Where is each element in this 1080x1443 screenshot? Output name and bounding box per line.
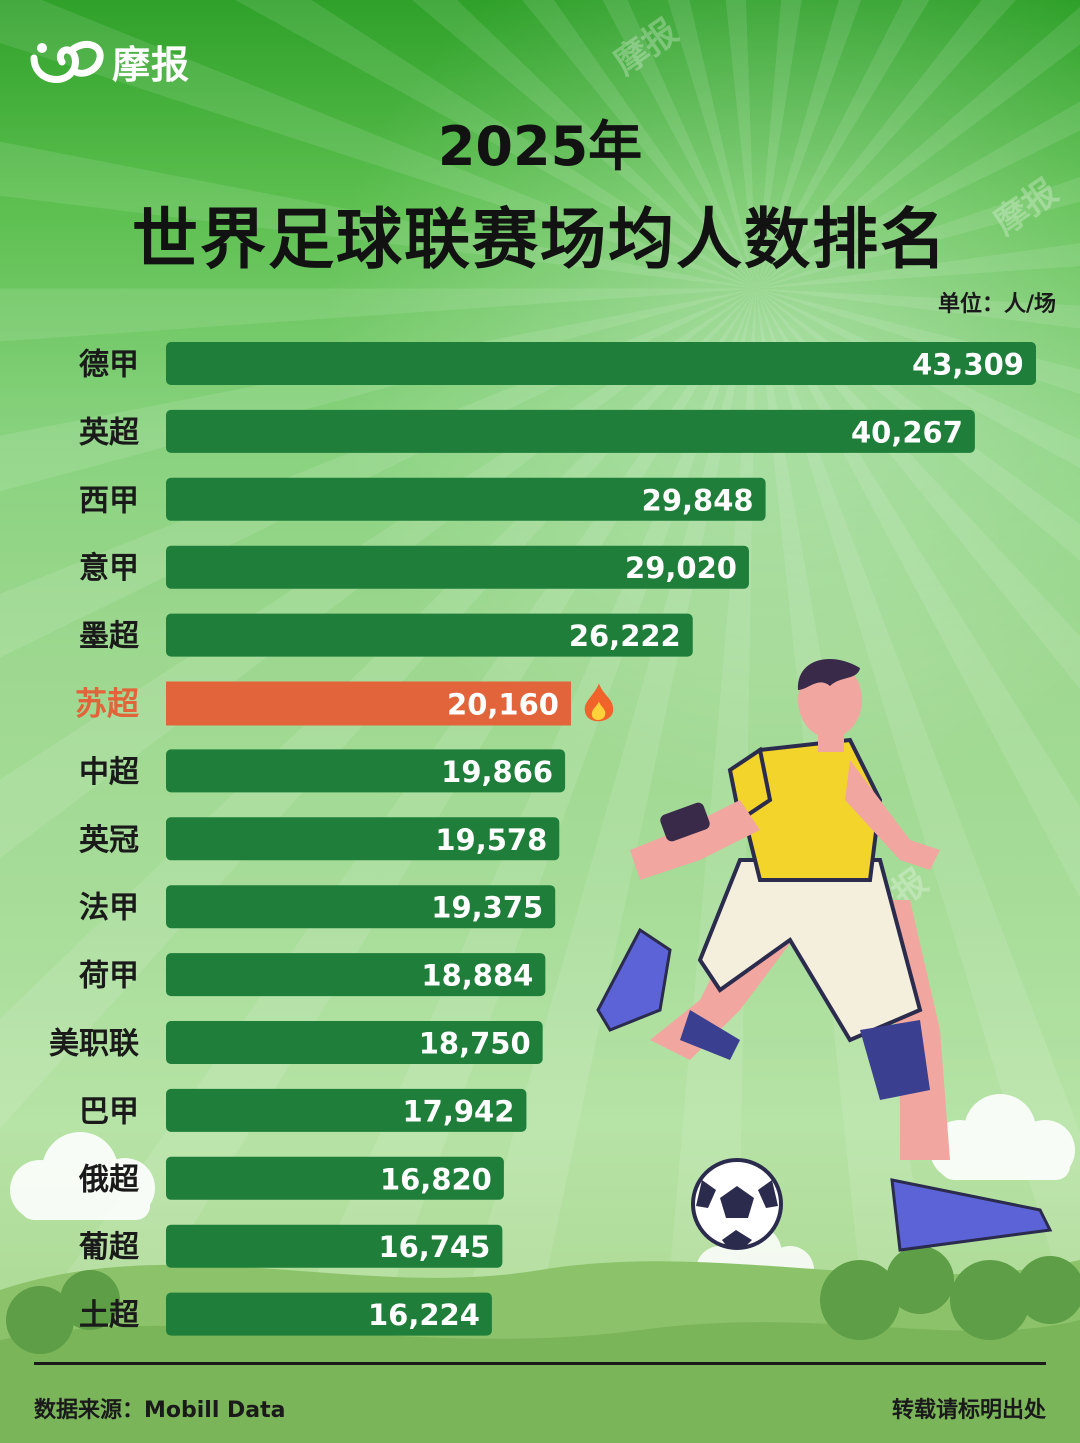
category-label: 法甲: [79, 891, 139, 926]
category-label: 俄超: [78, 1162, 140, 1197]
brand-name: 摩报: [112, 43, 191, 87]
category-label: 土超: [79, 1298, 140, 1333]
unit-label: 单位：人/场: [937, 292, 1056, 317]
category-label: 德甲: [79, 348, 139, 383]
value-label: 29,020: [625, 551, 737, 585]
bar-9: [166, 885, 556, 929]
value-label: 19,866: [441, 755, 553, 789]
bar-7: [166, 749, 566, 793]
logo-mark-icon: [30, 40, 104, 83]
bar-2: [166, 409, 975, 453]
category-label: 葡超: [79, 1230, 140, 1265]
value-label: 40,267: [851, 415, 963, 449]
fire-icon: [584, 683, 614, 722]
bar-4: [166, 545, 749, 589]
bar-3: [166, 477, 766, 521]
value-label: 19,578: [435, 823, 547, 857]
bar-8: [166, 817, 560, 861]
value-label: 18,884: [421, 959, 533, 993]
data-source: 数据来源：Mobill Data: [34, 1398, 286, 1423]
bar-6: [166, 681, 571, 726]
category-label: 意甲: [79, 551, 139, 586]
footer-divider: [34, 1362, 1046, 1365]
category-label: 美职联: [49, 1027, 139, 1062]
bar-13: [166, 1156, 504, 1200]
value-label: 43,309: [912, 348, 1024, 382]
bar-10: [166, 953, 546, 997]
bar-11: [166, 1021, 543, 1064]
category-label: 英超: [79, 415, 140, 450]
category-label: 中超: [79, 755, 140, 790]
value-label: 29,848: [642, 483, 754, 517]
category-label: 巴甲: [79, 1094, 139, 1129]
value-label: 16,745: [378, 1230, 490, 1264]
cloud-icon: [930, 1094, 1075, 1180]
football-player-illustration: [596, 659, 1053, 1252]
category-label: 西甲: [79, 483, 139, 518]
repost-notice: 转载请标明出处: [891, 1398, 1046, 1423]
bush-shape: [6, 1246, 1080, 1354]
category-label: 英冠: [79, 823, 139, 858]
bar-1: [166, 342, 1036, 385]
bar-15: [166, 1292, 492, 1336]
value-label: 17,942: [403, 1094, 515, 1128]
value-label: 16,224: [368, 1298, 480, 1332]
hill-shape: [0, 1320, 1080, 1443]
category-label: 墨超: [79, 619, 140, 654]
value-label: 20,160: [447, 688, 559, 722]
value-label: 26,222: [569, 619, 681, 653]
page-title: 世界足球联赛场均人数排名: [132, 201, 948, 278]
category-label: 苏超: [75, 685, 140, 723]
bar-14: [166, 1224, 503, 1268]
value-label: 19,375: [431, 891, 543, 925]
soccer-ball-icon: [691, 1158, 783, 1250]
bar-5: [166, 613, 693, 657]
category-label: 荷甲: [79, 959, 139, 994]
bar-12: [166, 1088, 527, 1132]
cloud-icon: [10, 1132, 155, 1220]
value-label: 18,750: [419, 1027, 531, 1061]
brand-logo: 摩报: [28, 34, 190, 89]
value-label: 16,820: [380, 1162, 492, 1196]
page-title-year: 2025年: [437, 115, 643, 178]
